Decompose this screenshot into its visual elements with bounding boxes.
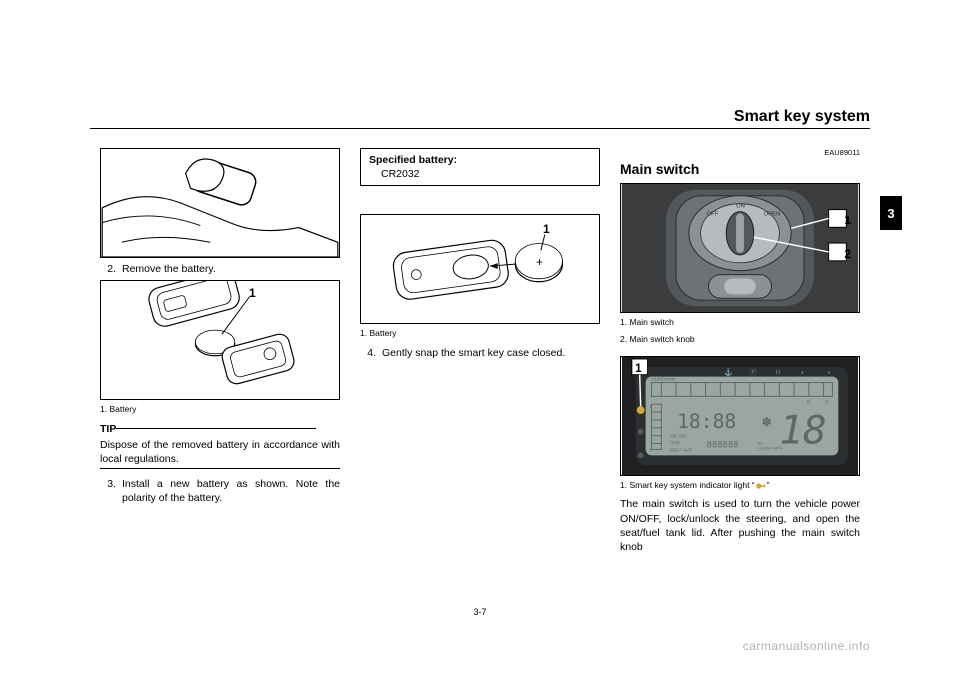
instrument-panel-caption: 1. Smart key system indicator light “ ” [620, 480, 860, 491]
section-tab: 3 [880, 196, 902, 230]
svg-text:VOLT AVE: VOLT AVE [669, 447, 693, 453]
svg-text:OFF: OFF [707, 212, 719, 218]
callout-1: 1 [543, 221, 550, 237]
caption-prefix: 1. Smart key system indicator light “ [620, 480, 755, 490]
step-4-text: Gently snap the smart key case closed. [382, 346, 600, 360]
svg-text:18: 18 [779, 407, 826, 453]
step-4: 4. Gently snap the smart key case closed… [360, 346, 600, 360]
main-switch-caption-1: 1. Main switch [620, 317, 860, 328]
tip-text: Dispose of the removed battery in accord… [100, 438, 340, 466]
svg-text:H: H [775, 370, 780, 377]
figure-main-switch: OFF ON OPEN 1 2 [620, 183, 860, 313]
svg-text:+: + [536, 256, 543, 269]
svg-text:x1000r/min: x1000r/min [652, 377, 677, 383]
column-3: EAU89011 Main switch OFF ON OPEN [620, 148, 860, 619]
figure-battery-install-caption: 1. Battery [360, 328, 600, 339]
svg-text:888888: 888888 [707, 440, 739, 450]
tip-end-rule [100, 468, 340, 469]
callout-2: 2 [844, 246, 851, 262]
figure-battery-install: + 1 [360, 214, 600, 324]
doc-code: EAU89011 [620, 148, 860, 158]
column-2: Specified battery: CR2032 [360, 148, 600, 619]
svg-text:⚓: ⚓ [724, 368, 733, 377]
step-3-number: 3. [100, 477, 122, 505]
main-switch-illustration: OFF ON OPEN [621, 184, 859, 312]
callout-1: 1 [249, 285, 256, 301]
step-2-text: Remove the battery. [122, 262, 340, 276]
main-switch-caption-2: 2. Main switch knob [620, 334, 860, 345]
svg-text:Ⓟ: Ⓟ [750, 369, 757, 377]
svg-text:TRIP: TRIP [669, 440, 681, 446]
figure-instrument-panel: x1000r/min 6 7 ⚓ Ⓟ H ◐ ◑ F E [620, 356, 860, 476]
instrument-panel-illustration: x1000r/min 6 7 ⚓ Ⓟ H ◐ ◑ F E [621, 357, 859, 475]
svg-text:OPEN: OPEN [764, 212, 781, 218]
tip-heading: TIP [100, 423, 116, 435]
watermark: carmanualsonline.info [743, 639, 870, 653]
tip-block: TIP [100, 422, 340, 436]
svg-text:AIR 555: AIR 555 [669, 434, 687, 440]
figure-battery-remove-caption: 1. Battery [100, 404, 340, 415]
spec-label: Specified battery: [369, 153, 591, 167]
figure-key-open [100, 148, 340, 258]
svg-text:ON: ON [736, 204, 745, 210]
callout-1: 1 [844, 212, 851, 228]
svg-text:◐: ◐ [801, 370, 805, 377]
step-2-number: 2. [100, 262, 122, 276]
spec-value: CR2032 [369, 167, 591, 181]
step-3-text: Install a new battery as shown. Note the… [122, 477, 340, 505]
manual-page: Smart key system 3 [0, 0, 960, 679]
svg-text:18:88: 18:88 [677, 410, 736, 433]
svg-text:◑: ◑ [827, 370, 831, 377]
caption-suffix: ” [767, 480, 770, 490]
spec-box: Specified battery: CR2032 [360, 148, 600, 186]
svg-text:F: F [650, 404, 653, 410]
content-columns: 2. Remove the battery. [100, 148, 860, 619]
callout-1: 1 [635, 360, 642, 376]
step-2: 2. Remove the battery. [100, 262, 340, 276]
main-switch-body: The main switch is used to turn the vehi… [620, 497, 860, 554]
figure-battery-remove: 1 [100, 280, 340, 400]
step-3: 3. Install a new battery as shown. Note … [100, 477, 340, 505]
header-rule [90, 128, 870, 129]
page-number: 3-7 [0, 607, 960, 617]
key-open-illustration [101, 149, 339, 257]
step-4-number: 4. [360, 346, 382, 360]
battery-install-illustration: + [361, 215, 599, 323]
chapter-title: Smart key system [734, 108, 870, 126]
smart-key-icon [755, 481, 767, 491]
svg-text:7: 7 [825, 400, 828, 406]
svg-text:✽: ✽ [762, 415, 772, 429]
section-heading: Main switch [620, 160, 860, 179]
tip-rule [116, 428, 316, 429]
column-1: 2. Remove the battery. [100, 148, 340, 619]
battery-remove-illustration [101, 281, 339, 399]
